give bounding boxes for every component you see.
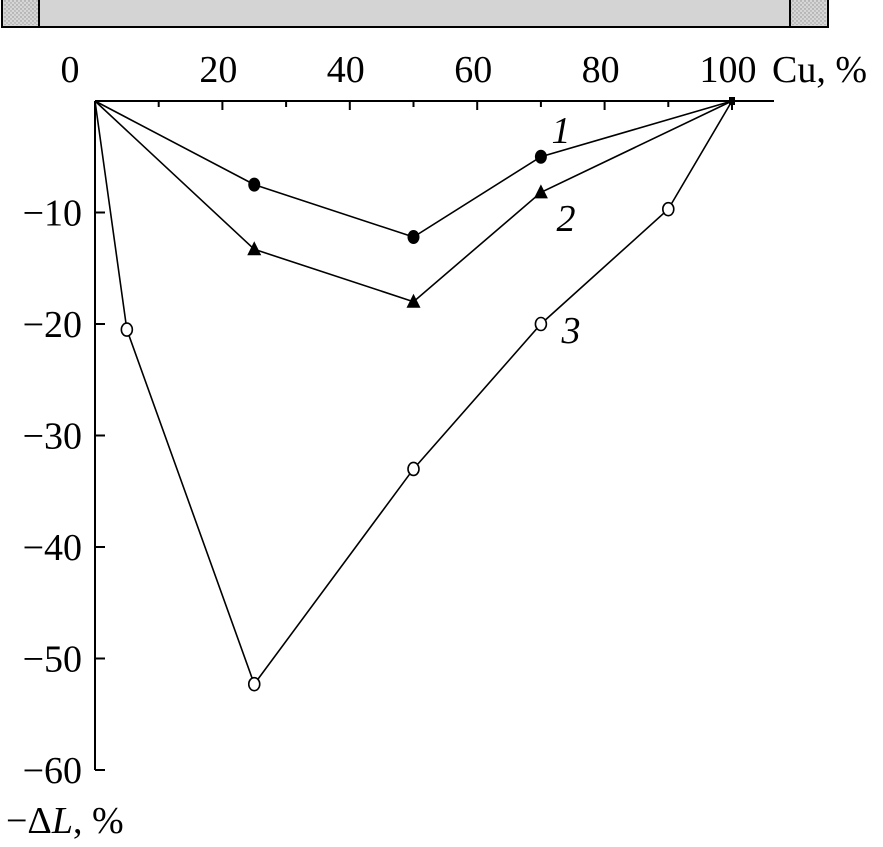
data-point (247, 676, 261, 692)
y-tick-label: −40 (23, 527, 82, 569)
data-point (248, 177, 261, 192)
data-point (534, 149, 547, 164)
y-tick-label: −50 (23, 639, 82, 681)
series-labels: 1 2 3 (552, 110, 581, 352)
x-tick-label: 0 (61, 49, 80, 91)
y-tick-label: −20 (23, 304, 82, 346)
y-axis-title: −ΔL, % (6, 800, 124, 842)
series-1 (94, 97, 735, 245)
x-axis-title: Cu, % (772, 49, 867, 91)
series-line (94, 100, 733, 303)
y-tick-label: −10 (23, 193, 82, 235)
data-point (407, 230, 420, 245)
x-tick-label: 80 (582, 49, 620, 91)
data-point (661, 201, 675, 217)
series-line (94, 100, 733, 686)
series-line (94, 100, 733, 238)
x-axis-tick-labels: 0 20 40 60 80 100 (61, 49, 757, 91)
series-layer (94, 97, 735, 692)
x-axis-ticks (157, 101, 733, 110)
x-tick-label: 20 (199, 49, 237, 91)
x-tick-label: 60 (454, 49, 492, 91)
series-label-2: 2 (557, 198, 576, 240)
data-point (247, 241, 262, 256)
series-label-1: 1 (552, 110, 571, 152)
x-tick-label: 40 (327, 49, 365, 91)
y-axis-tick-labels: −10 −20 −30 −40 −50 −60 (23, 193, 82, 793)
y-tick-label: −60 (23, 750, 82, 792)
endpoint-marker (729, 97, 735, 105)
y-tick-label: −30 (23, 416, 82, 458)
y-axis-ticks (95, 211, 105, 771)
top-scale-bar (1, 0, 829, 28)
series-label-3: 3 (561, 310, 581, 352)
data-point (406, 293, 421, 308)
series-3 (94, 97, 735, 692)
data-point (534, 316, 548, 332)
data-point (407, 461, 420, 477)
data-point (120, 322, 134, 337)
data-point (533, 184, 548, 199)
x-tick-label: 100 (700, 49, 757, 91)
